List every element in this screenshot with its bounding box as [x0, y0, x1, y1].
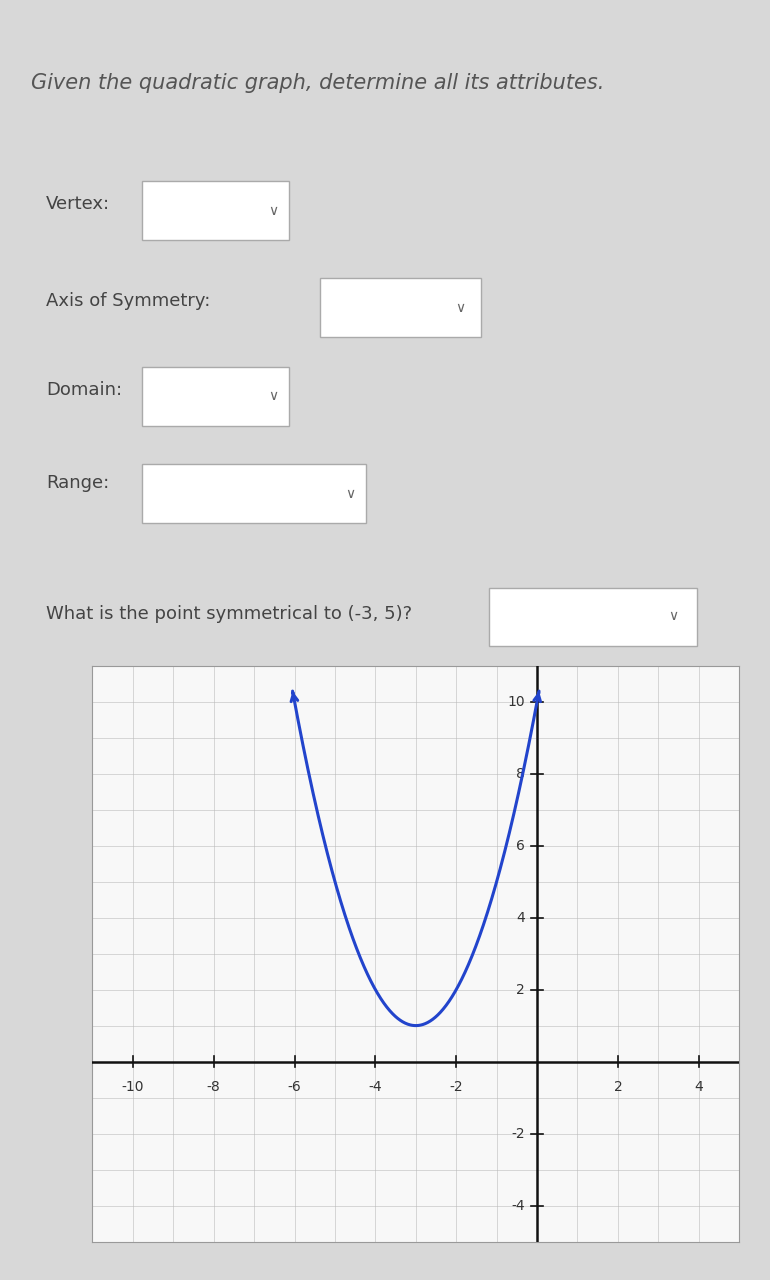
Text: -2: -2	[511, 1126, 525, 1140]
Text: 6: 6	[516, 838, 525, 852]
Text: -4: -4	[511, 1198, 525, 1212]
Text: Axis of Symmetry:: Axis of Symmetry:	[46, 292, 210, 311]
Text: What is the point symmetrical to (-3, 5)?: What is the point symmetrical to (-3, 5)…	[46, 605, 412, 623]
Text: -8: -8	[207, 1079, 220, 1093]
Text: ∨: ∨	[268, 204, 279, 218]
Text: -2: -2	[450, 1079, 463, 1093]
Text: 2: 2	[614, 1079, 622, 1093]
Text: 4: 4	[516, 910, 525, 924]
Text: ∨: ∨	[668, 609, 679, 623]
Text: 10: 10	[507, 695, 525, 709]
Text: -4: -4	[369, 1079, 382, 1093]
Text: -6: -6	[288, 1079, 301, 1093]
FancyBboxPatch shape	[142, 465, 366, 524]
Text: 4: 4	[695, 1079, 703, 1093]
Text: ∨: ∨	[345, 486, 356, 500]
Text: 8: 8	[516, 767, 525, 781]
Text: 2: 2	[516, 983, 525, 997]
Text: ∨: ∨	[455, 301, 466, 315]
Text: ∨: ∨	[268, 389, 279, 403]
FancyBboxPatch shape	[489, 589, 697, 645]
FancyBboxPatch shape	[320, 278, 481, 338]
Text: Domain:: Domain:	[46, 381, 122, 399]
Text: Given the quadratic graph, determine all its attributes.: Given the quadratic graph, determine all…	[31, 73, 604, 93]
FancyBboxPatch shape	[142, 367, 289, 426]
Text: Range:: Range:	[46, 474, 109, 492]
FancyBboxPatch shape	[142, 180, 289, 241]
Text: -10: -10	[122, 1079, 144, 1093]
Text: Vertex:: Vertex:	[46, 196, 110, 214]
